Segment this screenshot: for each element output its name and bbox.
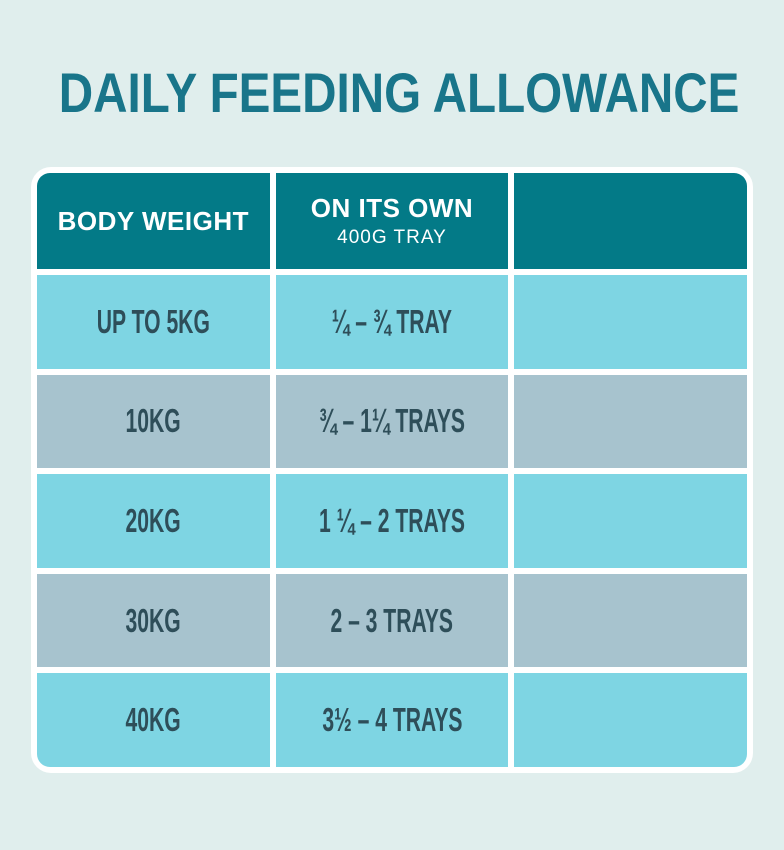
empty-cell [514, 374, 747, 469]
tray-value: 2 – 3 TRAYS [330, 601, 454, 639]
header-on-its-own-label: ON ITS OWN [310, 193, 474, 223]
empty-cell [514, 275, 747, 369]
header-400g-tray-label: 400G TRAY [337, 227, 447, 248]
tray-value: ¼ – ¾ TRAY [331, 302, 453, 340]
weight-value: 20KG [125, 501, 181, 539]
tray-value: 3½ – 4 TRAYS [321, 701, 463, 739]
header-cell-on-its-own: ON ITS OWN 400G TRAY [275, 173, 509, 269]
tray-cell: ¼ – ¾ TRAY [275, 275, 509, 369]
page-title: DAILY FEEDING ALLOWANCE [58, 61, 740, 124]
weight-cell: 40KG [37, 673, 270, 767]
feeding-table: BODY WEIGHT ON ITS OWN 400G TRAY UP TO 5… [31, 167, 753, 773]
weight-value: 10KG [125, 402, 181, 440]
empty-cell [514, 474, 747, 568]
weight-value: UP TO 5KG [96, 302, 210, 340]
tray-value: 1 ¼ – 2 TRAYS [319, 501, 465, 539]
weight-cell: 30KG [37, 573, 270, 668]
tray-cell: 3½ – 4 TRAYS [275, 673, 509, 767]
weight-cell: 10KG [37, 374, 270, 469]
weight-cell: UP TO 5KG [37, 275, 270, 369]
weight-cell: 20KG [37, 474, 270, 568]
weight-value: 30KG [125, 601, 181, 639]
tray-cell: 2 – 3 TRAYS [275, 573, 509, 668]
tray-value: ¾ – 1¼ TRAYS [319, 402, 465, 440]
empty-cell [514, 673, 747, 767]
header-cell-empty [514, 173, 747, 269]
empty-cell [514, 573, 747, 668]
header-cell-body-weight: BODY WEIGHT [37, 173, 270, 269]
tray-cell: ¾ – 1¼ TRAYS [275, 374, 509, 469]
tray-cell: 1 ¼ – 2 TRAYS [275, 474, 509, 568]
weight-value: 40KG [125, 701, 181, 739]
header-body-weight-label: BODY WEIGHT [57, 205, 249, 236]
